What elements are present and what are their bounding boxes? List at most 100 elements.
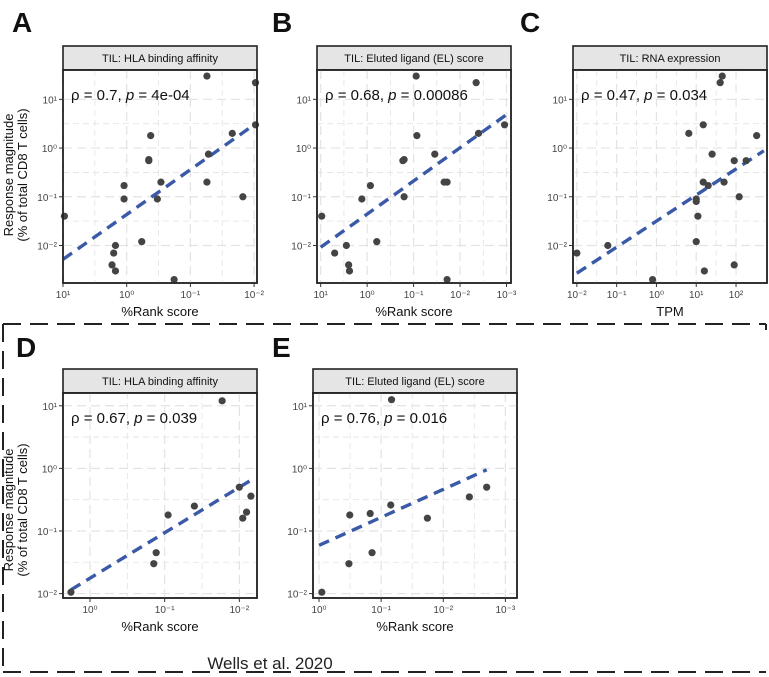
x-axis-title: %Rank score [375,304,452,319]
y-tick-label: 10¹ [297,95,312,106]
data-point [400,193,408,201]
y-tick-label: 10⁻² [37,242,57,253]
x-tick-label: 10⁻² [433,605,453,616]
data-point [648,275,657,284]
data-point [704,181,712,190]
y-tick-label: 10⁻² [287,590,307,601]
data-point [694,212,702,220]
data-point [604,241,612,250]
data-point [145,155,153,164]
data-point [147,132,155,140]
data-point [358,195,366,203]
data-point [318,212,326,220]
plot-border [62,69,258,284]
y-tick-label: 10⁰ [296,144,311,155]
data-point [120,181,128,190]
data-point [368,549,376,557]
data-point [318,588,326,596]
data-point [373,238,381,246]
y-tick-label: 10⁻¹ [547,193,567,204]
panel-letter-b: B [272,7,292,38]
plot-border [572,69,768,284]
y-tick-label: 10⁻¹ [37,527,57,538]
p-symbol: p [387,87,396,104]
data-point [730,261,738,269]
data-point [247,492,255,500]
data-point [366,181,375,190]
y-tick-label: 10⁻¹ [37,193,57,204]
data-point [242,508,251,516]
chart-panel-b: TIL: Eluted ligand (EL) score 10¹ 10⁰ 10⁻¹ 1… [291,45,517,319]
chart-panel-c: TIL: RNA expression 10⁻² 10⁻¹ 10⁰ 10¹ 10² 10⁻²… [547,45,768,319]
data-point [692,197,700,206]
data-point [190,502,198,510]
y-tick-label: 10¹ [293,402,308,413]
chart-panel-e: TIL: Eluted ligand (EL) score 10⁰ 10⁻¹ 10⁻²… [287,368,518,634]
correlation-annotation: ρ = 0.68, p = 0.00086 [325,87,468,104]
facet-strip [62,368,258,394]
data-point [474,129,483,137]
x-tick-label: 10⁻² [244,290,264,301]
facet-title: TIL: Eluted ligand (EL) score [344,53,483,65]
data-point [431,150,439,158]
data-point [413,132,421,140]
data-point [111,267,120,275]
x-tick-label: 10² [729,290,744,301]
correlation-annotation: ρ = 0.67, p = 0.039 [71,410,197,427]
facet-title: TIL: HLA binding affinity [102,53,218,65]
trend-line [319,111,510,249]
data-point [708,150,716,158]
p-value: = 0.039 [143,410,198,427]
facet-strip [316,45,512,71]
data-point [164,511,172,519]
data-point [345,267,354,275]
data-point [204,150,213,158]
y-tick-label: 10¹ [553,95,568,106]
data-point [423,514,432,522]
p-value: = 0.016 [393,410,448,427]
plot-frame [62,69,258,284]
panel-letter-c: C [520,7,540,38]
y-tick-label: 10¹ [43,95,58,106]
p-symbol: p [383,410,392,427]
data-point [735,193,743,201]
data-point [251,121,260,129]
wells-dashed-box [2,323,767,673]
data-point [110,249,118,257]
y-tick-label: 10¹ [43,402,58,413]
p-symbol: p [133,410,142,427]
data-point [699,121,707,129]
y-axis-title-line1: Response magnitude [1,114,16,237]
y-tick-label: 10⁻² [37,590,57,601]
data-point [228,129,236,137]
data-point [753,132,761,140]
x-axis-title: %Rank score [376,619,453,634]
facet-title: TIL: RNA expression [620,53,721,65]
data-point [573,249,581,257]
data-point [500,121,509,129]
x-axis-title: %Rank score [121,304,198,319]
data-point [60,212,69,220]
x-tick-label: 10⁻² [567,290,587,301]
data-point [239,193,247,201]
x-axis-title: %Rank score [121,619,198,634]
data-point [483,483,491,491]
x-tick-label: 10¹ [56,290,71,301]
y-axis-title-bottom: Response magnitude (% of total CD8 T cel… [1,443,30,576]
data-point [157,178,165,186]
data-point [718,72,726,80]
y-tick-label: 10⁰ [292,464,307,475]
p-value: = 0.00086 [397,87,468,104]
data-point [67,588,75,596]
data-point [472,79,480,87]
data-point [218,397,226,405]
rho-value: ρ = 0.67, [71,410,134,427]
data-point [153,195,161,203]
x-tick-label: 10¹ [689,290,704,301]
x-tick-label: 10⁰ [311,605,326,616]
x-tick-label: 10⁰ [360,290,375,301]
x-axis-title: TPM [656,304,683,319]
chart-panel-d: TIL: HLA binding affinity 10⁰ 10⁻¹ 10⁻² 10⁻²… [37,368,258,634]
y-tick-label: 10⁰ [552,144,567,155]
